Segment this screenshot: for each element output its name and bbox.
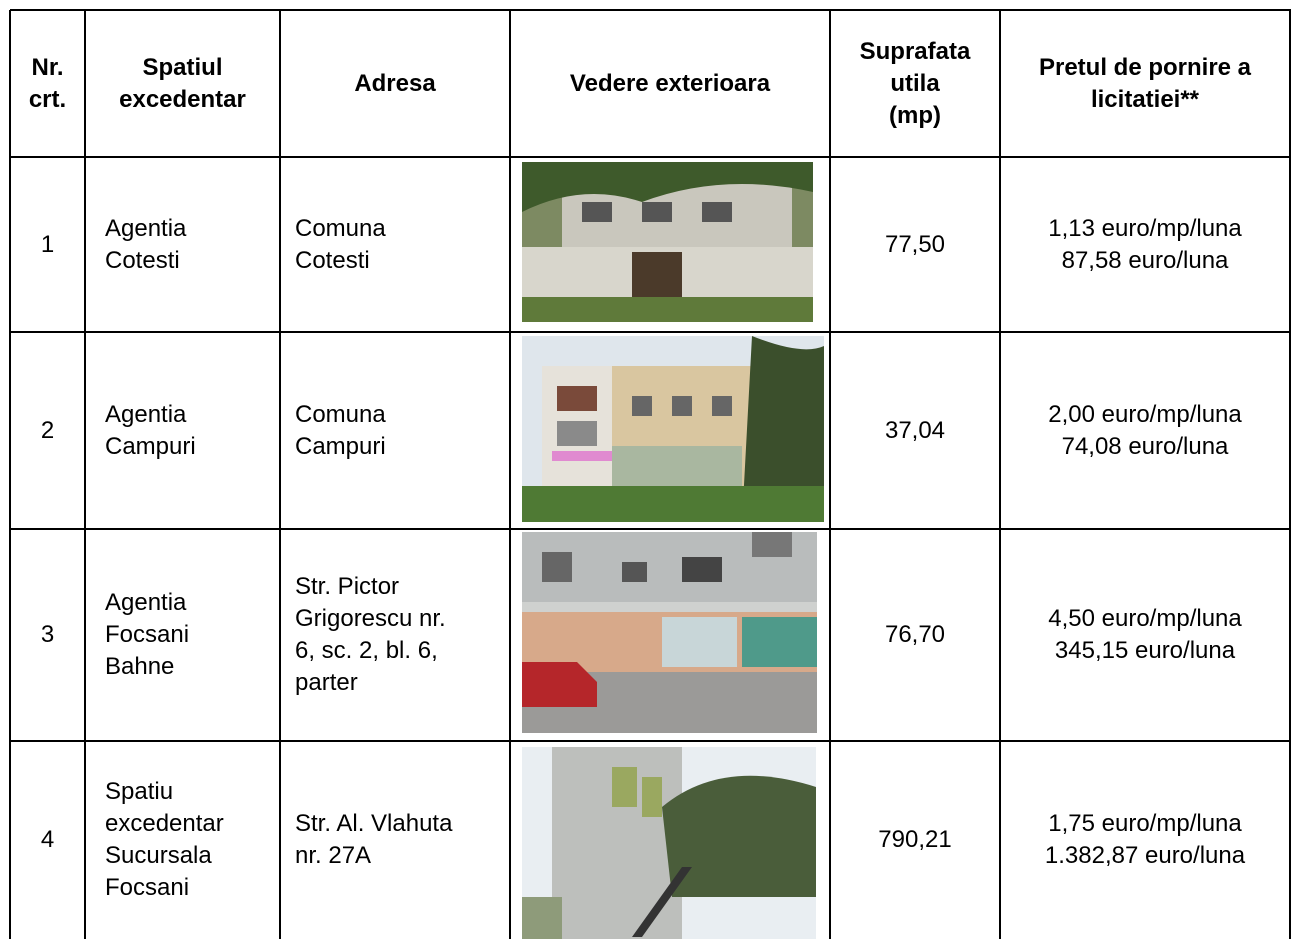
column-rule <box>509 10 511 939</box>
row-rule <box>10 9 1291 11</box>
table-cell: 1,75 euro/mp/luna 1.382,87 euro/luna <box>1000 741 1290 939</box>
cell-text: Campuri <box>105 432 196 460</box>
cell-text: Comuna <box>295 214 386 242</box>
cell-text: excedentar <box>119 85 246 113</box>
column-rule <box>829 10 831 939</box>
cell-text: Spatiul <box>142 53 223 81</box>
table-cell: Spatiu excedentar Sucursala Focsani <box>85 741 280 939</box>
table-cell: Str. Al. Vlahuta nr. 27A <box>280 741 510 939</box>
row-rule <box>10 331 1291 333</box>
cell-text: 74,08 euro/luna <box>1061 432 1229 460</box>
cell-text: Pretul de pornire a <box>1038 53 1252 81</box>
cell-text: 3 <box>40 621 55 648</box>
cell-text: Comuna <box>295 400 386 428</box>
cell-text: 37,04 <box>884 416 946 444</box>
cell-text: Agentia <box>105 214 187 242</box>
table-cell: 37,04 <box>830 332 1000 529</box>
table-cell: Spatiul excedentar <box>85 10 280 157</box>
column-rule <box>279 10 281 939</box>
cell-text: Sucursala <box>105 842 212 869</box>
cell-text: 790,21 <box>878 826 952 853</box>
table-cell: Vedere exterioara <box>510 10 830 157</box>
row-rule <box>10 156 1291 158</box>
table-cell: 77,50 <box>830 157 1000 332</box>
cell-text: Cotesti <box>295 246 370 274</box>
cell-text: Campuri <box>295 432 386 460</box>
table-cell: 2,00 euro/mp/luna 74,08 euro/luna <box>1000 332 1290 529</box>
cell-text: 6, sc. 2, bl. 6, <box>295 637 438 664</box>
cell-text: Focsani <box>105 621 190 648</box>
column-rule <box>1289 10 1291 939</box>
table-cell: Adresa <box>280 10 510 157</box>
photo <box>522 336 824 522</box>
cell-text: 1,13 euro/mp/luna <box>1048 214 1242 242</box>
cell-text: Str. Al. Vlahuta <box>295 810 453 837</box>
cell-text: Adresa <box>354 69 436 97</box>
photo <box>522 532 817 733</box>
cell-text: 1 <box>40 230 55 258</box>
table-cell: 3 <box>10 529 85 741</box>
photo <box>522 747 816 939</box>
cell-text: Agentia <box>105 400 187 428</box>
table-cell: 1,13 euro/mp/luna 87,58 euro/luna <box>1000 157 1290 332</box>
cell-text: 87,58 euro/luna <box>1061 246 1229 274</box>
table-cell: 4,50 euro/mp/luna 345,15 euro/luna <box>1000 529 1290 741</box>
row-rule <box>10 740 1291 742</box>
cell-text: 2,00 euro/mp/luna <box>1048 400 1242 428</box>
cell-text: 1,75 euro/mp/luna <box>1048 810 1242 837</box>
table-cell: 790,21 <box>830 741 1000 939</box>
row-rule <box>10 528 1291 530</box>
cell-text: licitatiei** <box>1090 85 1200 113</box>
column-rule <box>84 10 86 939</box>
table-cell: Comuna Campuri <box>280 332 510 529</box>
photo <box>522 162 813 322</box>
cell-text: Focsani <box>105 874 190 901</box>
cell-text: 4 <box>40 826 55 853</box>
table-cell: Suprafata utila (mp) <box>830 10 1000 157</box>
cell-text: utila <box>890 69 940 97</box>
cell-text: 2 <box>40 416 55 444</box>
table-cell: 1 <box>10 157 85 332</box>
table-cell: Agentia Campuri <box>85 332 280 529</box>
cell-text: excedentar <box>105 810 224 837</box>
table-cell: 76,70 <box>830 529 1000 741</box>
table-cell: 2 <box>10 332 85 529</box>
cell-text: Agentia <box>105 589 187 616</box>
cell-text: Grigorescu nr. <box>295 605 446 632</box>
table-cell: Comuna Cotesti <box>280 157 510 332</box>
cell-text: 77,50 <box>884 230 946 258</box>
cell-text: Bahne <box>105 653 175 680</box>
column-rule <box>999 10 1001 939</box>
column-rule <box>9 10 11 939</box>
cell-text: parter <box>295 669 358 696</box>
cell-text: Nr. <box>31 53 64 81</box>
cell-text: 4,50 euro/mp/luna <box>1048 605 1242 632</box>
cell-text: Suprafata <box>859 37 971 65</box>
table-cell: Pretul de pornire a licitatiei** <box>1000 10 1290 157</box>
cell-text: crt. <box>28 85 67 113</box>
cell-text: (mp) <box>889 101 941 129</box>
cell-text: Cotesti <box>105 246 180 274</box>
table-cell: Str. Pictor Grigorescu nr. 6, sc. 2, bl. 6… <box>280 529 510 741</box>
table-cell: Nr. crt. <box>10 10 85 157</box>
cell-text: Vedere exterioara <box>569 69 771 97</box>
cell-text: 76,70 <box>884 621 946 648</box>
table-cell: Agentia Cotesti <box>85 157 280 332</box>
cell-text: 1.382,87 euro/luna <box>1044 842 1246 869</box>
table-cell: Agentia Focsani Bahne <box>85 529 280 741</box>
table-cell: 4 <box>10 741 85 939</box>
cell-text: 345,15 euro/luna <box>1054 637 1236 664</box>
cell-text: Str. Pictor <box>295 573 400 600</box>
cell-text: nr. 27A <box>295 842 372 869</box>
cell-text: Spatiu <box>105 778 174 805</box>
